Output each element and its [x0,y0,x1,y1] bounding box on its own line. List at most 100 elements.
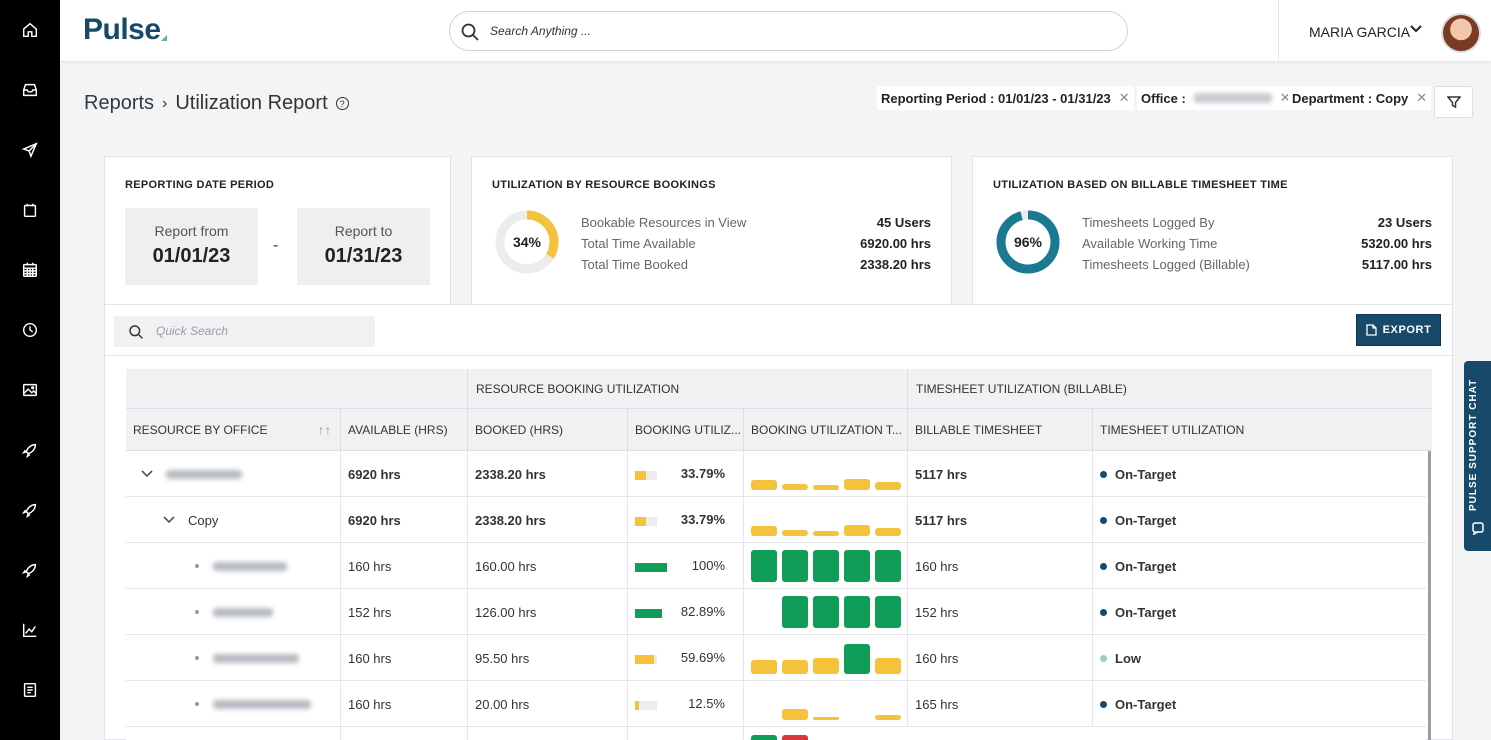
trend-bar [875,596,901,628]
filter-chip-department[interactable]: Department : Copy ✕ [1288,86,1432,110]
report-from-box[interactable]: Report from 01/01/23 [125,208,258,285]
table-row[interactable]: Copy 6920 hrs 2338.20 hrs 33.79% 5117 hrs On-… [126,497,1426,543]
chevron-down-icon[interactable] [162,513,176,527]
home-icon[interactable] [20,20,40,40]
search-input[interactable] [490,21,1090,41]
table-row[interactable]: 160 hrs 95.50 hrs 59.69% 160 hrs Low [126,635,1426,681]
trend-bar [782,596,808,628]
status-label: On-Target [1115,512,1177,528]
booking-util-percent: 33.79% [680,512,725,527]
global-search[interactable] [449,11,1128,51]
trend-bar [813,717,839,720]
reports-icon[interactable] [20,680,40,700]
chevron-right-icon: › [162,94,168,112]
redacted-office-name [166,469,242,479]
column-header-booking-trend[interactable]: BOOKING UTILIZATION T... [743,409,907,451]
bullet-icon [195,610,199,614]
group-header-resource-booking: RESOURCE BOOKING UTILIZATION [467,369,907,409]
column-header-booking-util[interactable]: BOOKING UTILIZ... [627,409,743,451]
table-row[interactable]: 152 hrs 126.00 hrs 82.89% 152 hrs On-Target [126,589,1426,635]
quick-search[interactable] [114,316,375,347]
booking-util-cell: 33.79% [627,451,743,497]
booking-trend-cell [743,681,907,727]
rocket-icon[interactable] [20,560,40,580]
send-icon[interactable] [20,140,40,160]
column-header-timesheet-util[interactable]: TIMESHEET UTILIZATION [1092,409,1432,451]
status-label: Low [1115,650,1141,666]
schedule-grid-icon[interactable] [20,260,40,280]
booked-cell: 126.00 hrs [467,589,627,635]
filter-chip-reporting-period[interactable]: Reporting Period : 01/01/23 - 01/31/23 ✕ [877,86,1134,110]
export-button[interactable]: EXPORT [1356,314,1441,346]
search-icon [129,325,143,339]
calendar-icon[interactable] [20,200,40,220]
booking-utilization-card: UTILIZATION BY RESOURCE BOOKINGS 34% Boo… [471,156,952,305]
group-header-timesheet: TIMESHEET UTILIZATION (BILLABLE) [907,369,1432,409]
trend-bar [844,525,870,536]
table-row[interactable]: 160 hrs 160.00 hrs 100% 160 hrs On-Target [126,543,1426,589]
trend-bar [782,660,808,674]
booked-cell: 2338.20 hrs [467,451,627,497]
trend-bar [875,715,901,720]
filter-button[interactable] [1434,86,1473,118]
avatar[interactable] [1441,13,1481,53]
table-row[interactable]: 160 hrs 20.00 hrs 12.5% 165 hrs On-Target [126,681,1426,727]
chevron-down-icon[interactable] [1409,22,1423,36]
table-row[interactable]: 6920 hrs 2338.20 hrs 33.79% 5117 hrs On-Targ… [126,451,1426,497]
column-header-billable[interactable]: BILLABLE TIMESHEET [907,409,1092,451]
donut-fill [495,210,559,274]
column-group-header: RESOURCE BOOKING UTILIZATION TIMESHEET U… [126,369,1432,409]
booked-cell: 2338.20 hrs [467,497,627,543]
column-header-row: RESOURCE BY OFFICE ↑↑ AVAILABLE (HRS) BO… [126,409,1432,451]
chevron-down-icon[interactable] [140,467,154,481]
help-icon[interactable]: ? [335,97,349,110]
trend-bar [782,484,808,490]
booking-trend-cell [743,451,907,497]
user-name[interactable]: MARIA GARCIA [1309,24,1411,40]
clock-icon[interactable] [20,320,40,340]
booking-util-percent: 100% [691,558,725,573]
booking-util-cell: 82.89% [627,589,743,635]
support-chat-tab[interactable]: PULSE SUPPORT CHAT [1464,361,1491,551]
table-scrollbar[interactable] [1428,451,1431,740]
rocket-icon[interactable] [20,500,40,520]
top-bar: Pulse MARIA GARCIA [60,0,1491,62]
filter-chip-office[interactable]: Office : ✕ [1137,86,1295,110]
trend-bar [782,709,808,720]
status-label: On-Target [1115,558,1177,574]
quick-search-input[interactable] [156,323,356,339]
report-table-panel: EXPORT RESOURCE BOOKING UTILIZATION TIME… [104,304,1454,740]
close-icon[interactable]: ✕ [1118,90,1130,105]
inbox-icon[interactable] [20,80,40,100]
file-icon [1365,324,1377,336]
available-cell: 152 hrs [340,589,467,635]
sort-icon[interactable]: ↑↑ [318,423,332,437]
chat-icon [1471,521,1485,536]
rocket-icon[interactable] [20,440,40,460]
close-icon[interactable]: ✕ [1416,90,1428,105]
trend-bar [813,531,839,536]
status-dot-icon [1100,654,1107,662]
status-label: On-Target [1115,604,1177,620]
trend-bar [751,660,777,674]
breadcrumb-reports-link[interactable]: Reports [84,92,155,114]
booking-util-cell: 59.69% [627,635,743,681]
resource-cell [126,681,340,727]
column-header-booked[interactable]: BOOKED (HRS) [467,409,627,451]
bullet-icon [195,564,199,568]
trend-bar [782,550,808,582]
trend-bar [751,526,777,536]
column-header-resource[interactable]: RESOURCE BY OFFICE ↑↑ [133,423,332,437]
pulse-logo[interactable]: Pulse [83,13,167,47]
close-icon[interactable]: ✕ [1279,90,1291,105]
bullet-icon [195,702,199,706]
column-header-available[interactable]: AVAILABLE (HRS) [340,409,467,451]
trend-bar [844,550,870,582]
image-icon[interactable] [20,380,40,400]
table-row[interactable] [126,727,1426,740]
analytics-icon[interactable] [20,620,40,640]
bullet-icon [195,656,199,660]
utilization-minibar [635,517,657,526]
report-to-box[interactable]: Report to 01/31/23 [297,208,430,285]
available-cell: 6920 hrs [340,451,467,497]
